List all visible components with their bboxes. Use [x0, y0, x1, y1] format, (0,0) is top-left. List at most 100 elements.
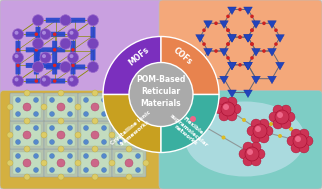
- FancyBboxPatch shape: [52, 41, 57, 74]
- Circle shape: [24, 118, 30, 124]
- Circle shape: [53, 33, 56, 36]
- Circle shape: [92, 174, 98, 180]
- Circle shape: [14, 54, 18, 58]
- Polygon shape: [244, 7, 252, 15]
- Circle shape: [186, 123, 196, 133]
- Circle shape: [194, 123, 204, 133]
- Wedge shape: [161, 94, 219, 153]
- Circle shape: [215, 104, 225, 114]
- Circle shape: [68, 153, 72, 159]
- Circle shape: [295, 136, 301, 142]
- Circle shape: [126, 146, 132, 152]
- FancyBboxPatch shape: [26, 32, 65, 37]
- FancyBboxPatch shape: [46, 18, 85, 23]
- Circle shape: [250, 42, 254, 46]
- FancyBboxPatch shape: [115, 124, 143, 146]
- FancyBboxPatch shape: [10, 149, 44, 177]
- Circle shape: [92, 146, 98, 152]
- Polygon shape: [228, 90, 236, 98]
- Circle shape: [188, 114, 202, 128]
- Circle shape: [118, 125, 122, 130]
- Circle shape: [33, 38, 43, 49]
- Circle shape: [251, 156, 261, 166]
- Circle shape: [253, 124, 267, 138]
- Circle shape: [41, 104, 47, 110]
- Circle shape: [40, 29, 51, 40]
- Circle shape: [83, 167, 89, 173]
- Circle shape: [60, 38, 71, 49]
- Circle shape: [118, 167, 122, 173]
- Circle shape: [24, 90, 30, 96]
- Polygon shape: [244, 62, 252, 70]
- FancyBboxPatch shape: [81, 152, 109, 174]
- Circle shape: [23, 131, 31, 139]
- Circle shape: [259, 119, 269, 129]
- Circle shape: [24, 146, 30, 152]
- Polygon shape: [220, 76, 228, 84]
- Circle shape: [118, 112, 122, 116]
- Circle shape: [239, 149, 249, 159]
- Circle shape: [186, 109, 196, 119]
- Circle shape: [118, 153, 122, 159]
- Ellipse shape: [185, 101, 305, 177]
- Circle shape: [254, 140, 258, 145]
- Circle shape: [277, 112, 283, 118]
- Circle shape: [58, 90, 64, 96]
- Circle shape: [136, 98, 140, 102]
- Circle shape: [16, 79, 20, 83]
- FancyBboxPatch shape: [115, 96, 143, 118]
- Circle shape: [68, 112, 72, 116]
- Circle shape: [262, 22, 266, 25]
- Text: MOFs: MOFs: [127, 45, 151, 68]
- Circle shape: [221, 102, 235, 116]
- Circle shape: [50, 112, 54, 116]
- Circle shape: [40, 52, 51, 63]
- Circle shape: [15, 153, 21, 159]
- Circle shape: [91, 103, 99, 111]
- Polygon shape: [204, 76, 212, 84]
- Circle shape: [68, 98, 72, 102]
- Circle shape: [125, 131, 133, 139]
- FancyBboxPatch shape: [46, 64, 85, 70]
- Polygon shape: [204, 49, 212, 56]
- Circle shape: [34, 64, 38, 67]
- FancyBboxPatch shape: [13, 152, 41, 174]
- Circle shape: [83, 153, 89, 159]
- Circle shape: [109, 132, 115, 138]
- Circle shape: [41, 132, 47, 138]
- Circle shape: [42, 31, 46, 35]
- Circle shape: [126, 174, 132, 180]
- Circle shape: [202, 42, 206, 46]
- Polygon shape: [196, 62, 204, 70]
- Circle shape: [243, 142, 253, 152]
- Circle shape: [13, 75, 24, 87]
- FancyBboxPatch shape: [44, 121, 78, 149]
- Circle shape: [101, 139, 107, 145]
- Circle shape: [136, 153, 140, 159]
- Circle shape: [83, 125, 89, 130]
- FancyBboxPatch shape: [44, 149, 78, 177]
- Polygon shape: [252, 21, 260, 28]
- Circle shape: [33, 112, 39, 116]
- Circle shape: [24, 174, 30, 180]
- Circle shape: [194, 109, 204, 119]
- Circle shape: [274, 42, 278, 46]
- Circle shape: [129, 63, 193, 126]
- FancyBboxPatch shape: [13, 124, 41, 146]
- Circle shape: [33, 167, 39, 173]
- Circle shape: [245, 147, 259, 161]
- Circle shape: [53, 64, 56, 67]
- Circle shape: [15, 112, 21, 116]
- Circle shape: [281, 105, 291, 115]
- FancyBboxPatch shape: [78, 149, 112, 177]
- Circle shape: [58, 118, 64, 124]
- FancyBboxPatch shape: [71, 41, 75, 74]
- Circle shape: [83, 98, 89, 102]
- Circle shape: [70, 31, 73, 35]
- Circle shape: [88, 38, 99, 49]
- FancyBboxPatch shape: [13, 96, 41, 118]
- Circle shape: [33, 98, 39, 102]
- Circle shape: [226, 42, 230, 46]
- Circle shape: [255, 126, 261, 132]
- Circle shape: [68, 75, 79, 87]
